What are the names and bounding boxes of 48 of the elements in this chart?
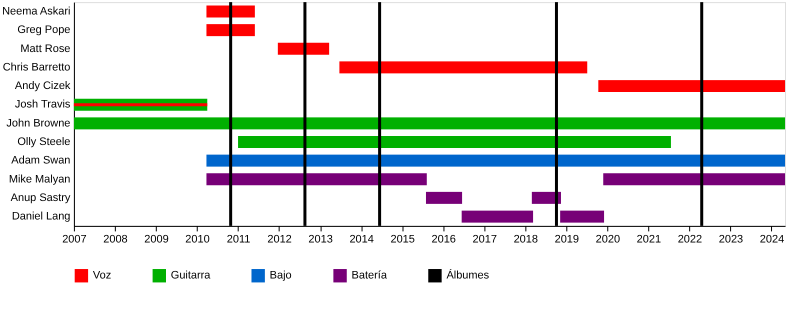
x-tick-label: 2018 — [514, 233, 538, 246]
y-tick-label: John Browne — [6, 117, 70, 130]
x-tick-label: 2010 — [185, 233, 210, 246]
x-tick-label: 2022 — [678, 233, 702, 246]
bar — [278, 42, 330, 55]
x-tick-label: 2016 — [432, 233, 456, 246]
legend-label: Batería — [352, 270, 388, 282]
x-tick-label: 2014 — [349, 233, 374, 246]
legend-label: Guitarra — [170, 270, 212, 282]
bar — [206, 24, 255, 36]
x-tick-label: 2020 — [596, 233, 620, 246]
bar — [74, 117, 786, 130]
x-tick-label: 2011 — [226, 233, 250, 246]
y-tick-label: Olly Steele — [17, 136, 70, 148]
x-tick-label: 2012 — [267, 233, 292, 246]
legend-label: Voz — [92, 270, 112, 282]
bar — [206, 154, 786, 167]
bar — [598, 80, 786, 92]
y-tick-label: Anup Sastry — [10, 192, 71, 204]
legend-label: Álbumes — [446, 268, 490, 282]
x-tick-label: 2007 — [62, 233, 87, 246]
y-tick-label: Josh Travis — [14, 98, 71, 111]
y-tick-label: Neema Askari — [2, 5, 70, 18]
y-tick-label: Greg Pope — [17, 24, 70, 36]
bar — [603, 173, 786, 186]
bar — [238, 136, 671, 148]
bar — [339, 61, 588, 74]
x-tick-label: 2009 — [144, 233, 169, 246]
bar — [462, 210, 534, 223]
bar — [426, 192, 462, 204]
y-tick-label: Matt Rose — [20, 42, 70, 55]
bar — [206, 173, 427, 186]
x-tick-label: 2008 — [103, 233, 128, 246]
x-tick-label: 2017 — [472, 233, 497, 246]
bar — [560, 210, 604, 223]
x-tick-label: 2023 — [718, 233, 744, 246]
y-tick-label: Chris Barretto — [2, 61, 70, 74]
x-tick-label: 2015 — [390, 233, 415, 246]
x-tick-label: 2021 — [636, 233, 662, 246]
y-tick-label: Andy Cizek — [14, 80, 71, 92]
x-tick-label: 2013 — [308, 233, 333, 246]
y-tick-label: Daniel Lang — [12, 210, 70, 223]
legend-label: Bajo — [270, 270, 292, 282]
x-tick-label: 2024 — [760, 233, 784, 246]
y-tick-label: Adam Swan — [11, 154, 70, 167]
bar — [206, 6, 255, 18]
y-tick-label: Mike Malyan — [8, 173, 70, 186]
x-tick-label: 2019 — [554, 233, 580, 246]
